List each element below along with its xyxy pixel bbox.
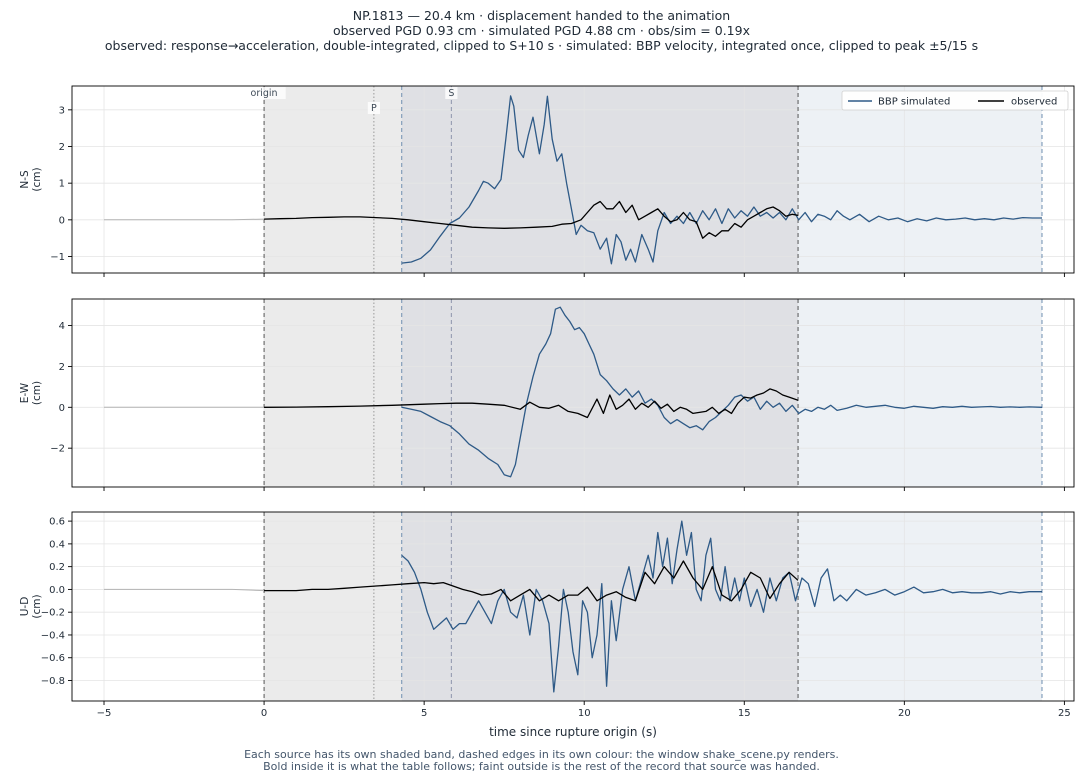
x-tick-label: −5: [97, 708, 112, 719]
y-tick-label: 2: [59, 142, 65, 153]
x-axis-label: time since rupture origin (s): [489, 725, 657, 739]
y-tick-label: −0.2: [41, 608, 65, 619]
marker-label-origin: origin: [251, 88, 278, 99]
observed-faint-line: [104, 218, 265, 221]
chart-title: NP.1813 — 20.4 km · displacement handed …: [0, 8, 1083, 53]
y-tick-label: 0.4: [49, 539, 65, 550]
y-axis-unit-label: (cm): [31, 381, 43, 405]
y-tick-label: 4: [59, 321, 65, 332]
y-tick-label: −0.8: [41, 676, 65, 687]
marker-label-s: S: [448, 88, 454, 99]
x-tick-label: 15: [738, 708, 751, 719]
observed-line: [264, 560, 799, 602]
y-axis-label: E-W: [19, 382, 31, 403]
marker-label-p: P: [371, 103, 377, 114]
y-tick-label: 1: [59, 179, 65, 190]
x-tick-label: 0: [261, 708, 267, 719]
panel-frame: [71, 298, 1075, 488]
y-tick-label: 0: [59, 215, 65, 226]
y-tick-label: 3: [59, 105, 65, 116]
observed-faint-line: [104, 588, 265, 592]
marker-label-bg: [445, 87, 458, 99]
legend: BBP simulated observed: [841, 90, 1069, 111]
y-axis-label: U-D: [19, 597, 31, 617]
title-line-3: observed: response→acceleration, double-…: [104, 38, 979, 53]
y-tick-label: −0.4: [41, 630, 65, 641]
x-tick-label: 5: [421, 708, 427, 719]
y-tick-label: 0.6: [49, 517, 65, 528]
simulated-line: [401, 520, 1042, 693]
y-tick-label: 0.2: [49, 562, 65, 573]
overlap-window-band: [401, 86, 799, 273]
footnote-line-1: Each source has its own shaded band, das…: [244, 748, 839, 761]
footnote-line-2: Bold inside it is what the table follows…: [263, 760, 820, 773]
panel-u-d: −0.8 −0.6 −0.4 −0.2 0.0 0.2 0.4 0.6 −5 0 5 10 15 20 25…: [19, 511, 1075, 719]
x-tick-label: 20: [898, 708, 911, 719]
y-tick-label: −2: [50, 444, 65, 455]
y-axis-unit-label: (cm): [31, 594, 43, 618]
legend-label-simulated: BBP simulated: [878, 97, 950, 108]
simulated-line: [401, 306, 1043, 478]
y-axis-unit-label: (cm): [31, 167, 43, 191]
y-axis-label: N-S: [19, 170, 31, 189]
title-line-1: NP.1813 — 20.4 km · displacement handed …: [352, 8, 731, 23]
panel-frame: [71, 511, 1075, 702]
y-tick-label: −0.6: [41, 653, 65, 664]
footnote: Each source has its own shaded band, das…: [0, 749, 1083, 773]
y-tick-label: 0.0: [49, 585, 65, 596]
observed-line: [264, 388, 799, 419]
marker-label-bg: [242, 87, 286, 99]
y-tick-label: 0: [59, 403, 65, 414]
x-tick-label: 25: [1058, 708, 1071, 719]
legend-label-observed: observed: [1011, 97, 1057, 108]
simulated-line: [401, 95, 1042, 265]
overlap-window-band: [401, 299, 799, 487]
y-tick-label: −1: [50, 252, 65, 263]
marker-label-bg: [367, 102, 380, 114]
legend-box: [841, 90, 1069, 111]
observed-line: [264, 200, 799, 239]
y-tick-label: 2: [59, 362, 65, 373]
panel-n-s: −1 0 1 2 3 N-S (cm) origin P S BBP simulated observ…: [19, 85, 1075, 277]
panel-frame: [71, 85, 1075, 274]
x-tick-label: 10: [578, 708, 591, 719]
panel-e-w: −2 0 2 4 E-W (cm): [19, 298, 1075, 491]
title-line-2: observed PGD 0.93 cm · simulated PGD 4.8…: [333, 23, 750, 38]
